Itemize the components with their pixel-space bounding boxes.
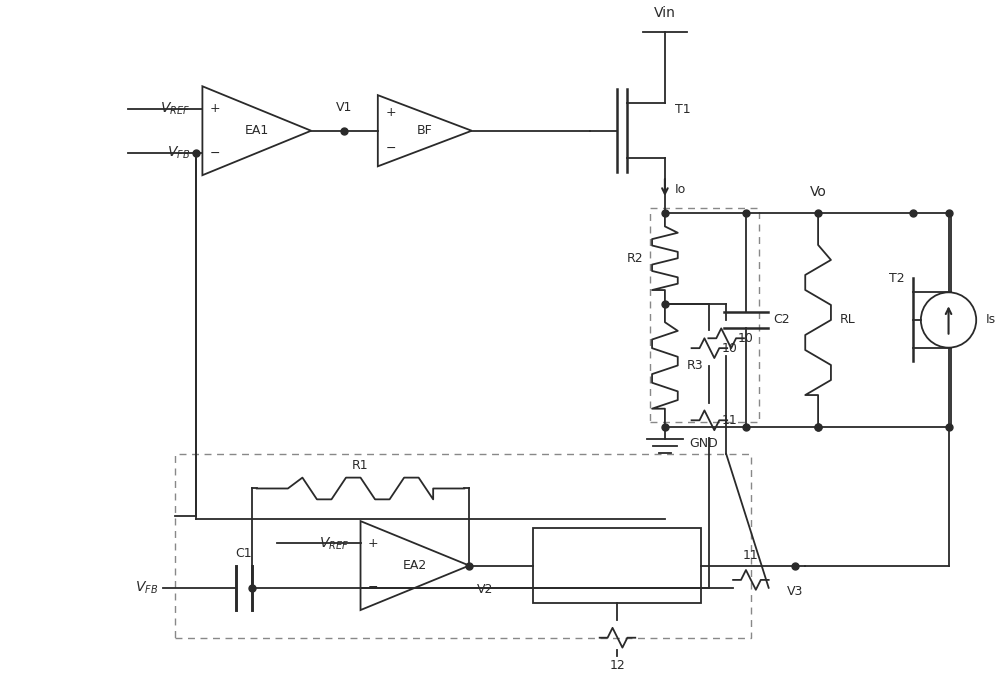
Text: Io: Io <box>675 183 686 196</box>
Text: Vin: Vin <box>654 6 676 20</box>
Text: T2: T2 <box>889 272 905 285</box>
Text: C2: C2 <box>774 314 790 327</box>
Text: $V_{FB}$: $V_{FB}$ <box>167 145 191 161</box>
Text: T1: T1 <box>675 103 690 116</box>
Text: 10: 10 <box>738 331 754 345</box>
Text: EA1: EA1 <box>245 124 269 137</box>
Text: +: + <box>385 106 396 119</box>
Text: Vo: Vo <box>810 185 827 199</box>
Text: EA2: EA2 <box>403 559 427 572</box>
Text: R3: R3 <box>687 359 703 372</box>
Text: C1: C1 <box>236 547 252 560</box>
Text: $V_{FB}$: $V_{FB}$ <box>135 580 158 596</box>
Text: BF: BF <box>417 124 433 137</box>
Text: 12: 12 <box>610 659 625 672</box>
Text: 11: 11 <box>721 414 737 427</box>
Text: V1: V1 <box>336 101 353 114</box>
Bar <box>533 528 701 603</box>
Text: −: − <box>210 147 221 160</box>
Text: +: + <box>210 102 221 115</box>
Text: R2: R2 <box>627 252 643 265</box>
Text: V2: V2 <box>477 583 494 596</box>
Text: −: − <box>385 142 396 155</box>
Text: +: + <box>368 537 379 550</box>
Text: R1: R1 <box>352 459 369 472</box>
Text: Is: Is <box>986 314 996 327</box>
Text: GND: GND <box>690 436 718 449</box>
Text: 10: 10 <box>721 342 737 355</box>
Text: $V_{REF}$: $V_{REF}$ <box>160 100 191 117</box>
Text: RL: RL <box>840 314 856 327</box>
Bar <box>175 454 751 638</box>
Text: V3: V3 <box>787 585 804 598</box>
Text: $V_{REF}$: $V_{REF}$ <box>319 535 349 552</box>
Text: −: − <box>368 581 379 594</box>
Text: 11: 11 <box>743 549 759 562</box>
Bar <box>650 208 759 422</box>
